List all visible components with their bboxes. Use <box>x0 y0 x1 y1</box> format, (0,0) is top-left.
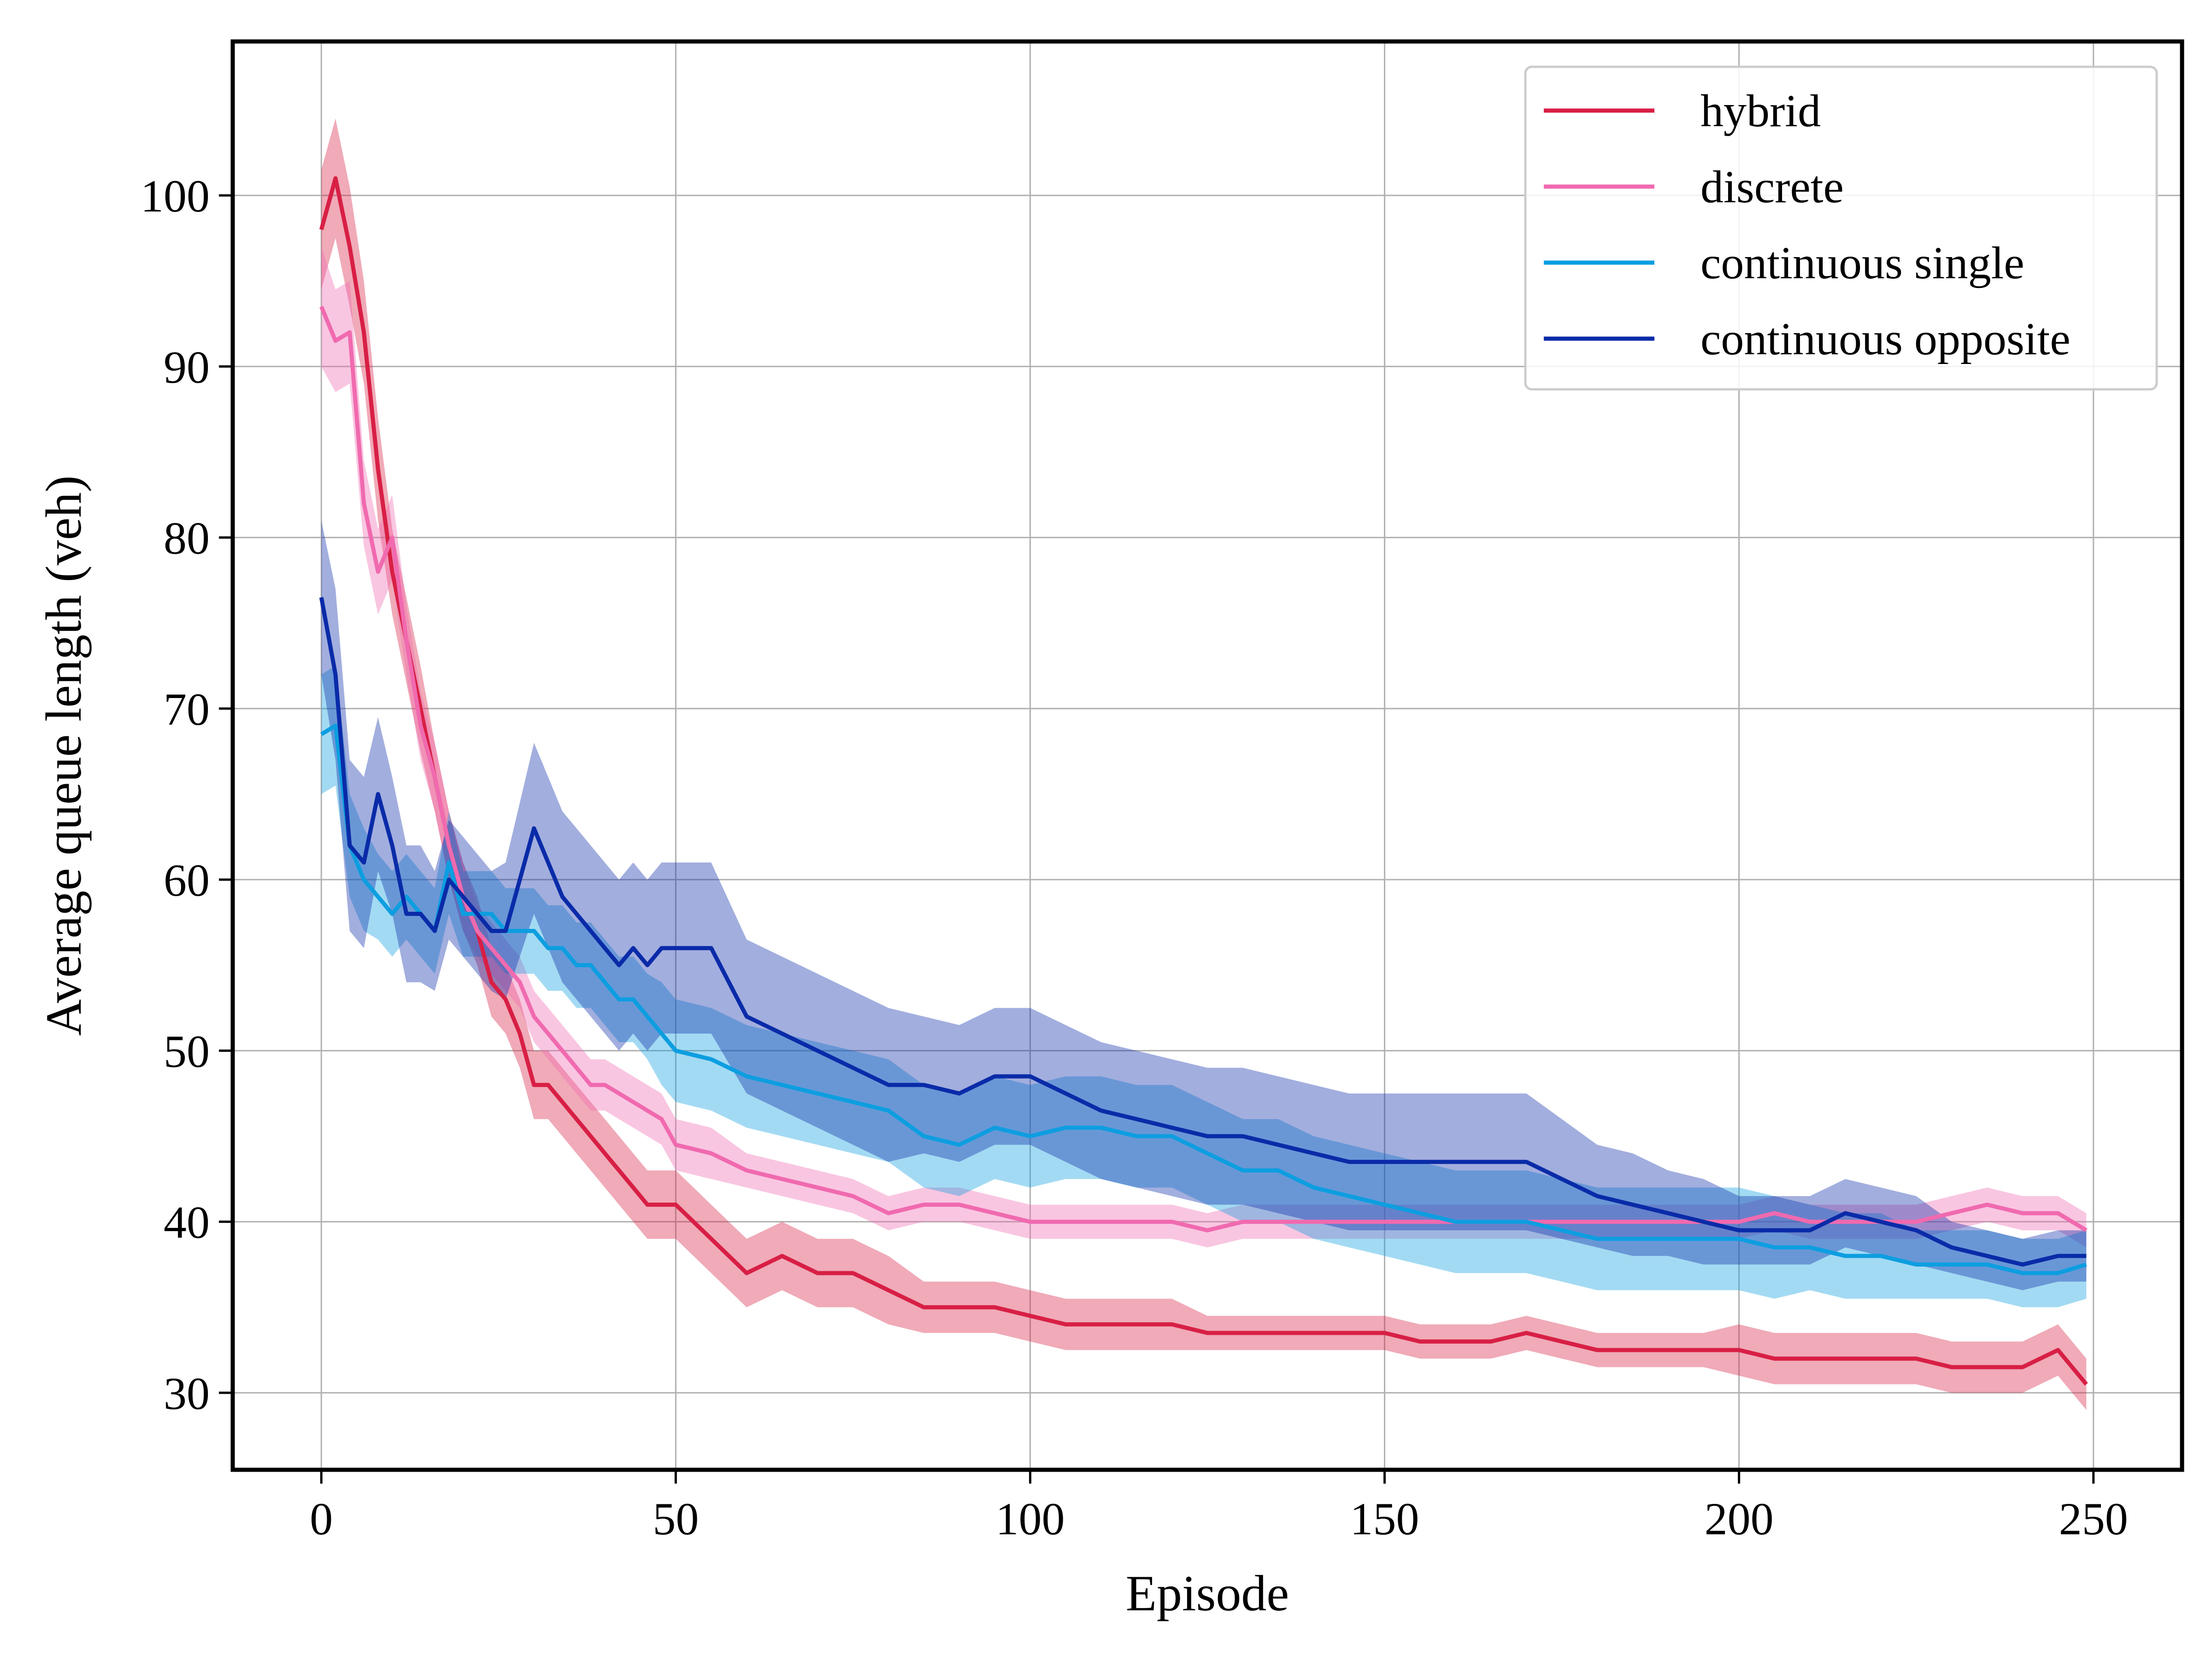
axis-ticks: 0 50 100 150 200 250 30 40 50 60 70 80 90 100 <box>141 170 2128 1544</box>
y-tick-label: 100 <box>141 170 210 222</box>
line-continuous-opposite <box>319 597 2087 1267</box>
legend: hybrid discrete continuous single contin… <box>1524 65 2158 391</box>
x-tick-label: 100 <box>995 1493 1065 1544</box>
y-tick-label: 40 <box>164 1197 210 1248</box>
y-axis-label: Average queue length (veh) <box>35 475 92 1036</box>
x-tick-label: 200 <box>1705 1493 1774 1544</box>
x-tick-label: 150 <box>1350 1493 1419 1544</box>
series-lines <box>319 176 2088 1386</box>
y-tick-label: 60 <box>164 855 210 906</box>
grid-lines <box>233 41 2182 1470</box>
band-continuous-opposite <box>321 520 2087 1291</box>
band-continuous-single <box>321 666 2087 1308</box>
x-tick-label: 250 <box>2059 1493 2128 1544</box>
plot-frame <box>230 39 2184 1472</box>
legend-label-continuous-single: continuous single <box>1700 237 2024 288</box>
y-tick-label: 80 <box>164 513 210 564</box>
x-tick-label: 50 <box>653 1493 699 1544</box>
y-tick-label: 70 <box>164 684 210 735</box>
confidence-bands <box>321 118 2087 1410</box>
x-axis-label: Episode <box>1126 1565 1289 1621</box>
legend-label-hybrid: hybrid <box>1700 85 1821 136</box>
y-tick-label: 30 <box>164 1368 210 1419</box>
legend-label-continuous-opposite: continuous opposite <box>1700 313 2071 364</box>
y-tick-label: 90 <box>164 341 210 393</box>
legend-box <box>1524 65 2158 391</box>
legend-label-discrete: discrete <box>1700 161 1844 212</box>
y-tick-label: 50 <box>164 1026 210 1077</box>
x-tick-label: 0 <box>310 1493 333 1544</box>
